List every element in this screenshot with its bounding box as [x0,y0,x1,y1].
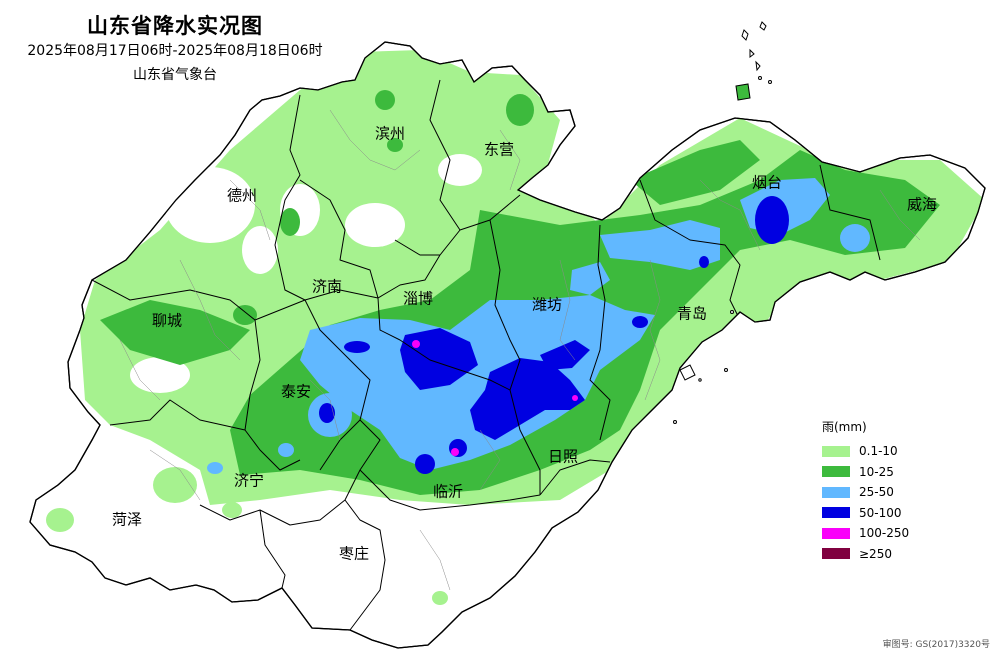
legend-item: 0.1-10 [822,441,972,462]
county-boundaries [119,109,921,591]
legend-swatch [822,507,850,519]
legend-item: ≥250 [822,544,972,565]
map-approval-number: 审图号: GS(2017)3320号 [882,640,990,650]
city-label-jining: 济宁 [233,471,265,490]
city-label-liaocheng: 聊城 [151,311,183,330]
city-label-jinan: 济南 [311,277,343,296]
legend-swatch [822,527,850,539]
legend-label: 0.1-10 [859,444,898,459]
legend-swatch [822,445,850,457]
city-label-weihai: 威海 [906,195,938,214]
issuing-agency: 山东省气象台 [133,67,217,83]
city-label-dezhou: 德州 [226,186,258,205]
city-label-linyi: 临沂 [432,482,464,501]
city-label-rizhao: 日照 [547,447,579,466]
legend-item: 25-50 [822,482,972,503]
city-label-yantai: 烟台 [751,173,783,192]
city-label-dongying: 东营 [483,140,515,159]
city-label-heze: 菏泽 [111,510,143,529]
legend-label: ≥250 [859,546,892,561]
dry-gaps [130,154,482,393]
legend-swatch [822,548,850,560]
legend: 雨(mm) 0.1-10 10-25 25-50 50-100 100-250 … [822,418,972,564]
legend-item: 10-25 [822,462,972,483]
legend-item: 100-250 [822,523,972,544]
province-outline [29,41,986,649]
time-period: 2025年08月17日06时-2025年08月18日06时 [27,43,323,59]
legend-label: 25-50 [859,485,894,500]
legend-swatch [822,486,850,498]
rain-band-100-250 [412,340,578,456]
legend-title: 雨(mm) [822,420,867,434]
islands [673,21,772,424]
legend-label: 50-100 [859,505,902,520]
city-label-binzhou: 滨州 [374,124,406,143]
map-title: 山东省降水实况图 [87,14,263,38]
legend-label: 100-250 [859,526,910,541]
legend-swatch [822,466,850,478]
city-label-zibo: 淄博 [402,289,434,308]
city-label-weifang: 潍坊 [531,295,563,314]
legend-label: 10-25 [859,464,894,479]
city-label-taian: 泰安 [280,382,312,401]
city-label-qingdao: 青岛 [676,304,708,323]
city-label-zaozhuang: 枣庄 [338,544,370,563]
legend-item: 50-100 [822,503,972,524]
